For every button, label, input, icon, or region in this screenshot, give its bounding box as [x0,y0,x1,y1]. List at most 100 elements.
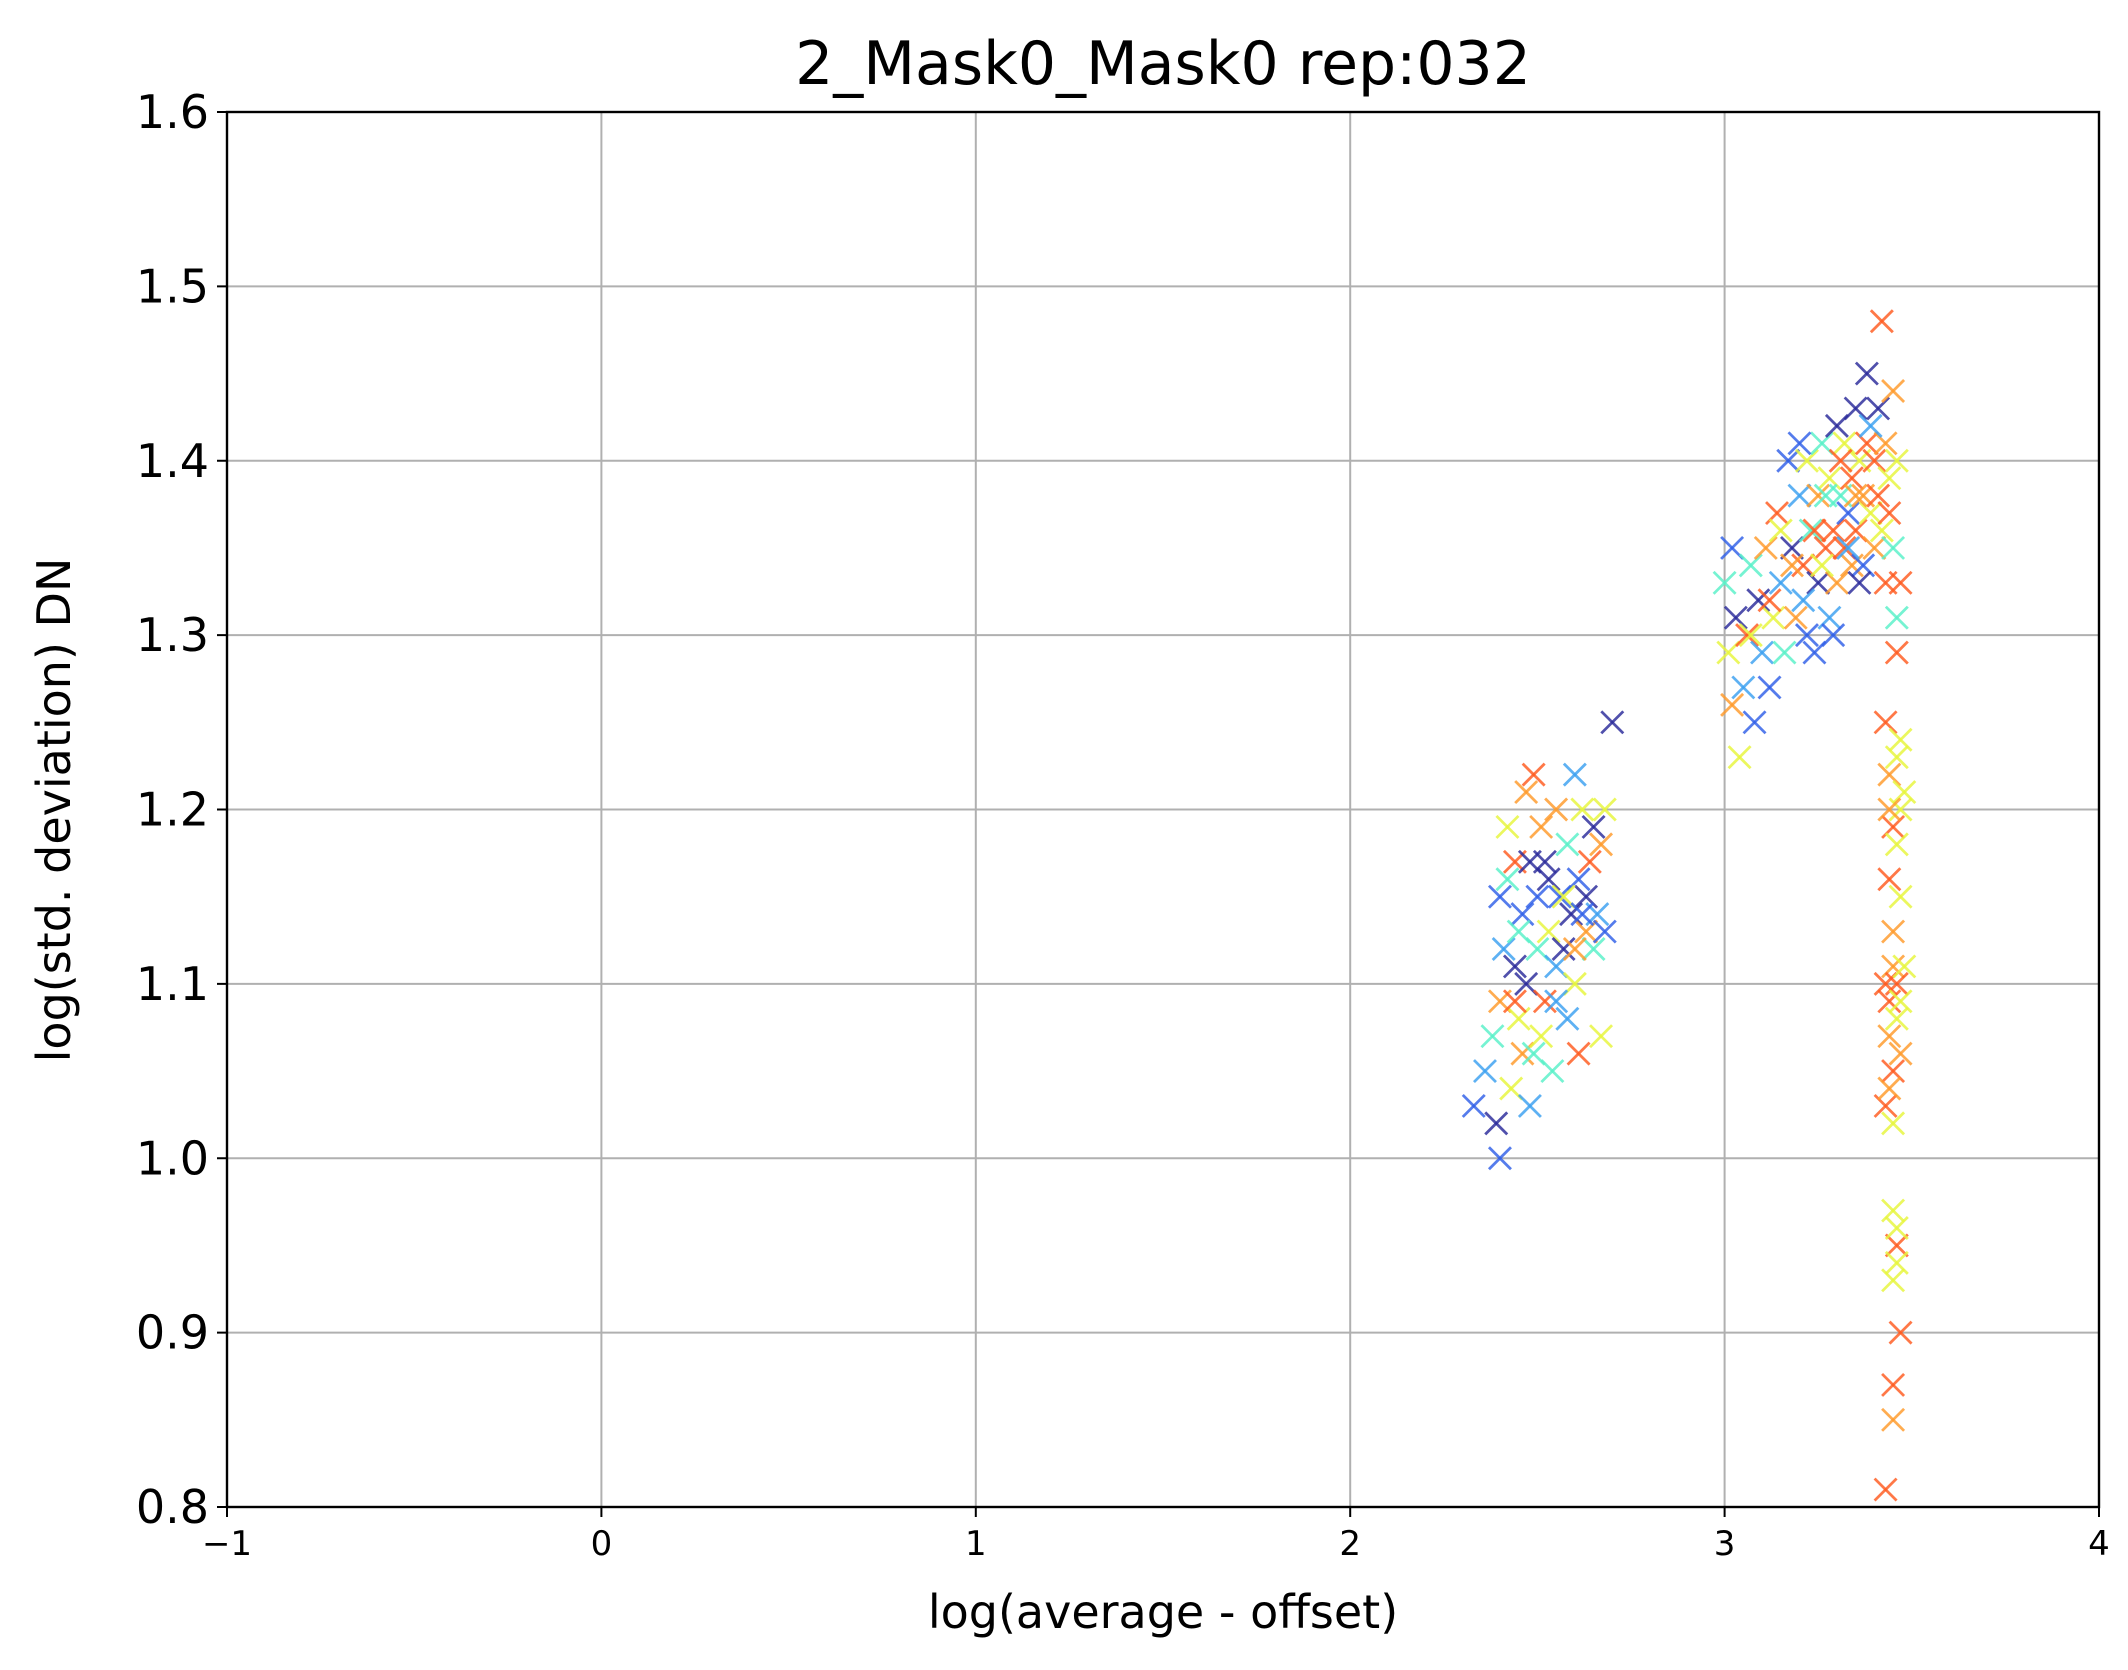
data-point [1487,884,1512,909]
data-point [1723,605,1748,630]
data-point [1472,1059,1497,1084]
data-point [1892,954,1917,979]
data-point [1888,1320,1913,1345]
data-point [1858,501,1883,526]
data-point [1484,1111,1509,1136]
data-point [1802,518,1827,543]
data-point [1780,553,1804,578]
data-point [1884,832,1909,857]
data-point [1869,309,1894,334]
data-point [1566,1041,1591,1066]
data-point [1884,640,1909,665]
data-point [1487,1146,1512,1171]
data-point [1881,1407,1906,1432]
data-point [1532,849,1557,874]
data-point [1862,535,1887,560]
data-point [1836,535,1861,560]
y-tick-label: 1.4 [136,434,209,488]
data-point [1884,1233,1909,1258]
data-point [1753,535,1778,560]
data-point [1862,448,1887,473]
data-point [1589,1024,1614,1049]
data-point [1881,535,1906,560]
data-point [1806,483,1831,508]
y-tick-label: 1.6 [136,85,209,139]
data-point [1727,745,1752,770]
x-tick-label: 3 [1714,1524,1736,1564]
data-point [1821,518,1846,543]
data-point [1866,396,1891,421]
x-tick-label: 4 [2088,1524,2110,1564]
data-point [1791,588,1816,613]
data-point [1794,448,1819,473]
y-axis-label: log(std. deviation) DN [27,558,81,1063]
chart-title: 2_Mask0_Mask0 rep:032 [795,29,1531,99]
data-point [1514,780,1539,805]
y-tick-label: 1.2 [136,783,209,837]
y-tick-label: 0.8 [136,1480,209,1534]
data-point [1517,1093,1542,1118]
data-point [1877,762,1902,787]
data-point [1525,884,1550,909]
data-point [1592,797,1617,822]
data-point [1873,1477,1898,1502]
data-point [1544,989,1569,1014]
data-point [1600,710,1625,735]
data-point [1735,623,1760,648]
data-point [1461,1093,1486,1118]
data-point [1532,989,1557,1014]
data-point [1562,762,1587,787]
data-point [1881,379,1906,403]
data-point [1813,483,1838,508]
data-point [1536,919,1561,944]
data-point [1787,483,1812,508]
data-point [1577,849,1602,874]
y-tick-label: 0.9 [136,1306,209,1360]
data-point [1521,1041,1546,1066]
data-point [1738,623,1763,648]
data-point [1480,1024,1505,1049]
data-point [1877,501,1902,526]
data-point [1491,937,1516,961]
data-points [1461,309,1917,1502]
data-point [1877,989,1902,1014]
data-point [1551,937,1576,961]
data-point [1555,1006,1580,1031]
data-point [1570,902,1595,927]
data-point [1787,431,1812,456]
data-point [1562,937,1587,961]
axis-ticks: −1 0 1 2 3 4 0.8 0.9 1.0 1.1 1.2 1.3 1.4 1.5 1.6 [136,85,2110,1564]
data-point [1768,570,1793,595]
data-point [1529,1024,1554,1049]
data-point [1791,553,1816,578]
data-point [1884,605,1909,630]
data-point [1768,518,1793,543]
data-point [1502,989,1527,1014]
data-point [1809,553,1834,578]
data-point [1495,867,1520,892]
data-point [1581,937,1606,961]
data-point [1888,1041,1913,1066]
data-point [1566,867,1591,892]
data-point [1776,448,1801,473]
y-tick-label: 1.5 [136,259,209,313]
data-point [1877,867,1902,892]
data-point [1888,884,1913,909]
data-point [1884,1250,1909,1275]
data-point [1794,623,1819,648]
y-tick-label: 1.3 [136,608,209,662]
data-point [1873,710,1898,735]
y-tick-label: 1.0 [136,1131,209,1185]
data-point [1854,361,1879,386]
data-point [1712,570,1737,595]
data-point [1772,640,1797,665]
data-point [1877,797,1902,822]
x-tick-label: 1 [965,1524,987,1564]
data-point [1495,814,1520,839]
data-point [1877,1076,1902,1101]
x-tick-label: −1 [202,1524,252,1564]
data-point [1888,727,1913,752]
data-point [1581,814,1606,839]
data-point [1847,570,1872,595]
